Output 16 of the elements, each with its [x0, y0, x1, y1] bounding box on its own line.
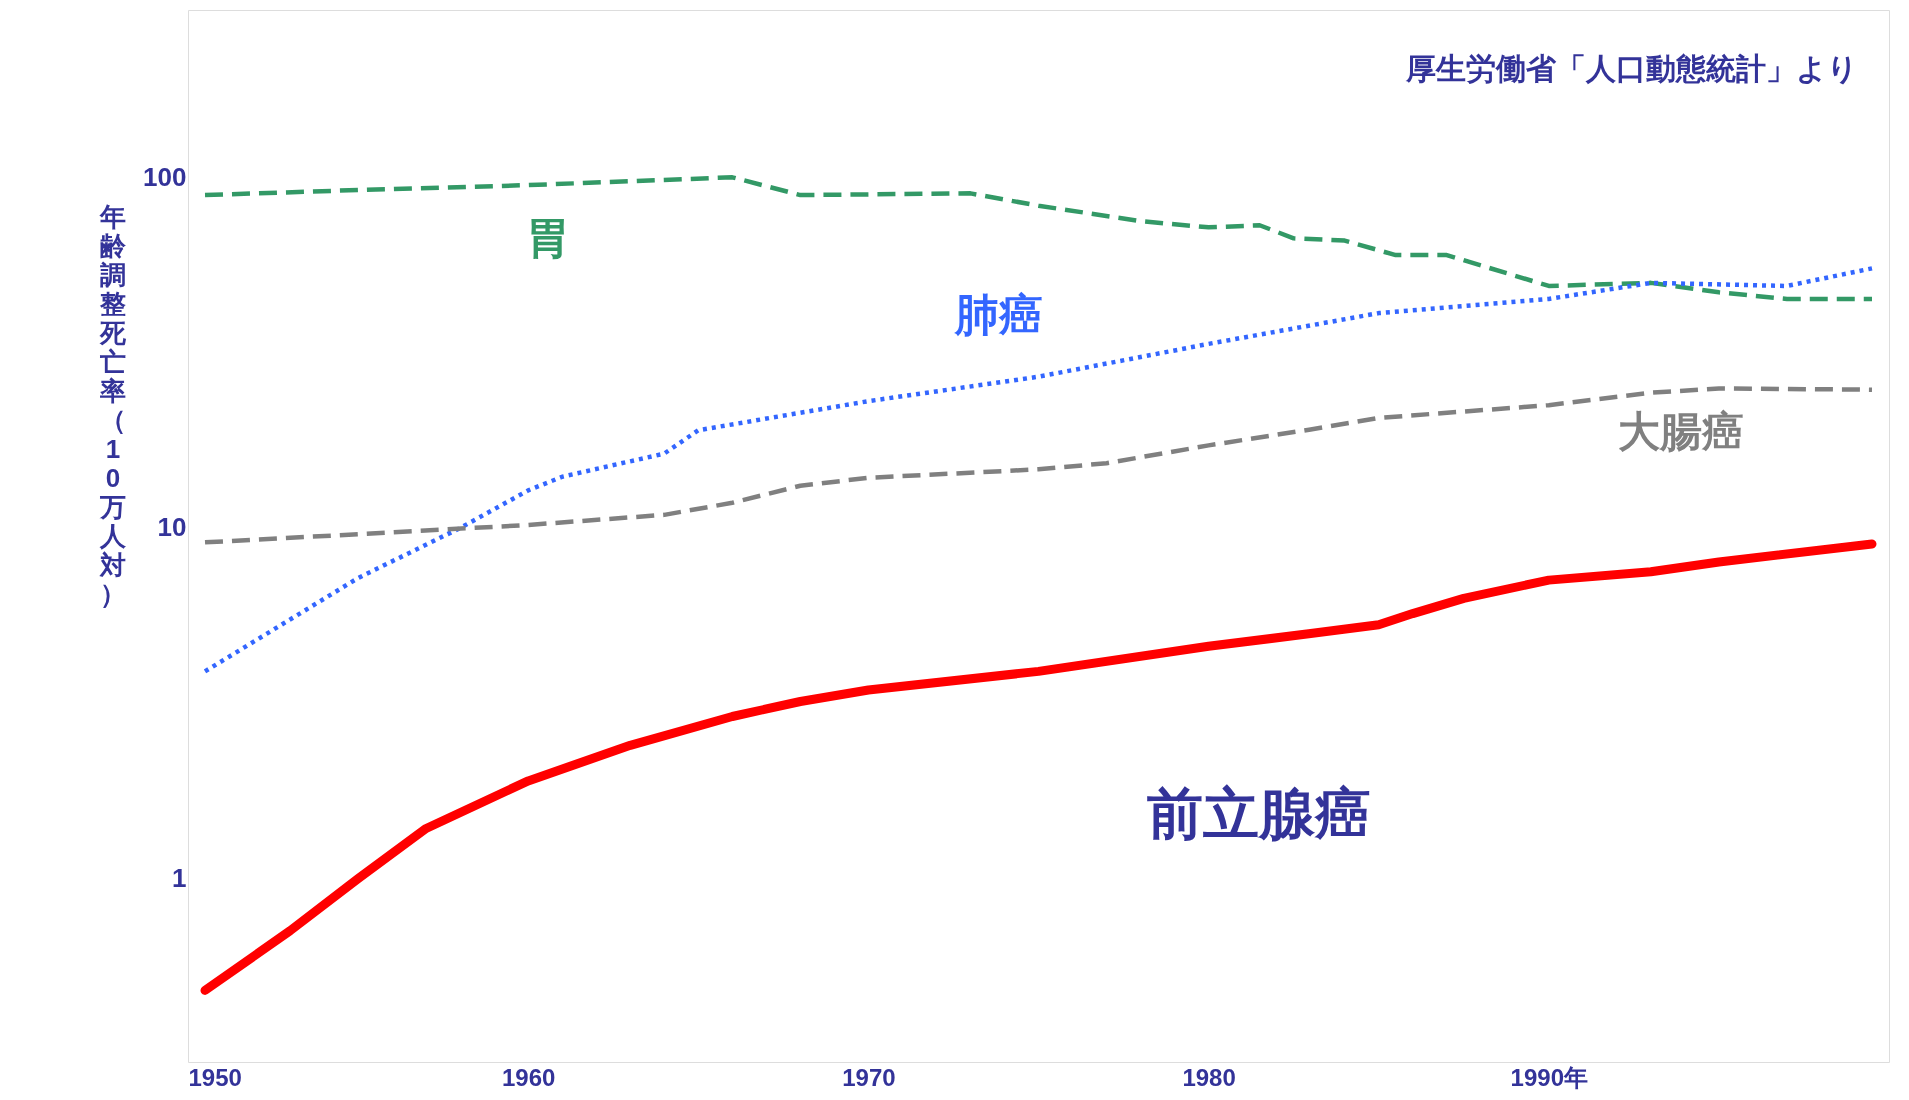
y-tick-label: 10: [157, 512, 187, 543]
x-tick-label: 1990年: [1510, 1063, 1588, 1091]
text: 前立腺癌: [1146, 782, 1371, 846]
x-tick-label: 1970: [842, 1063, 896, 1091]
series-label: 胃: [526, 213, 571, 263]
line-series: [202, 266, 1875, 674]
series-label: 肺癌: [953, 289, 1043, 339]
x-tick-label: 1960: [502, 1063, 556, 1091]
x-tick-label: 1950: [188, 1063, 242, 1091]
y-tick-label: 100: [143, 161, 187, 192]
x-tick-label: 1980: [1182, 1063, 1236, 1091]
series-label: 大腸癌: [1617, 407, 1744, 455]
y-tick-label: 1: [172, 863, 187, 894]
annotation: 厚生労働省「人口動態統計」より: [1405, 52, 1858, 85]
text: 年齢調整死亡率（10万人対）: [100, 202, 126, 609]
line-series: [202, 386, 1875, 545]
